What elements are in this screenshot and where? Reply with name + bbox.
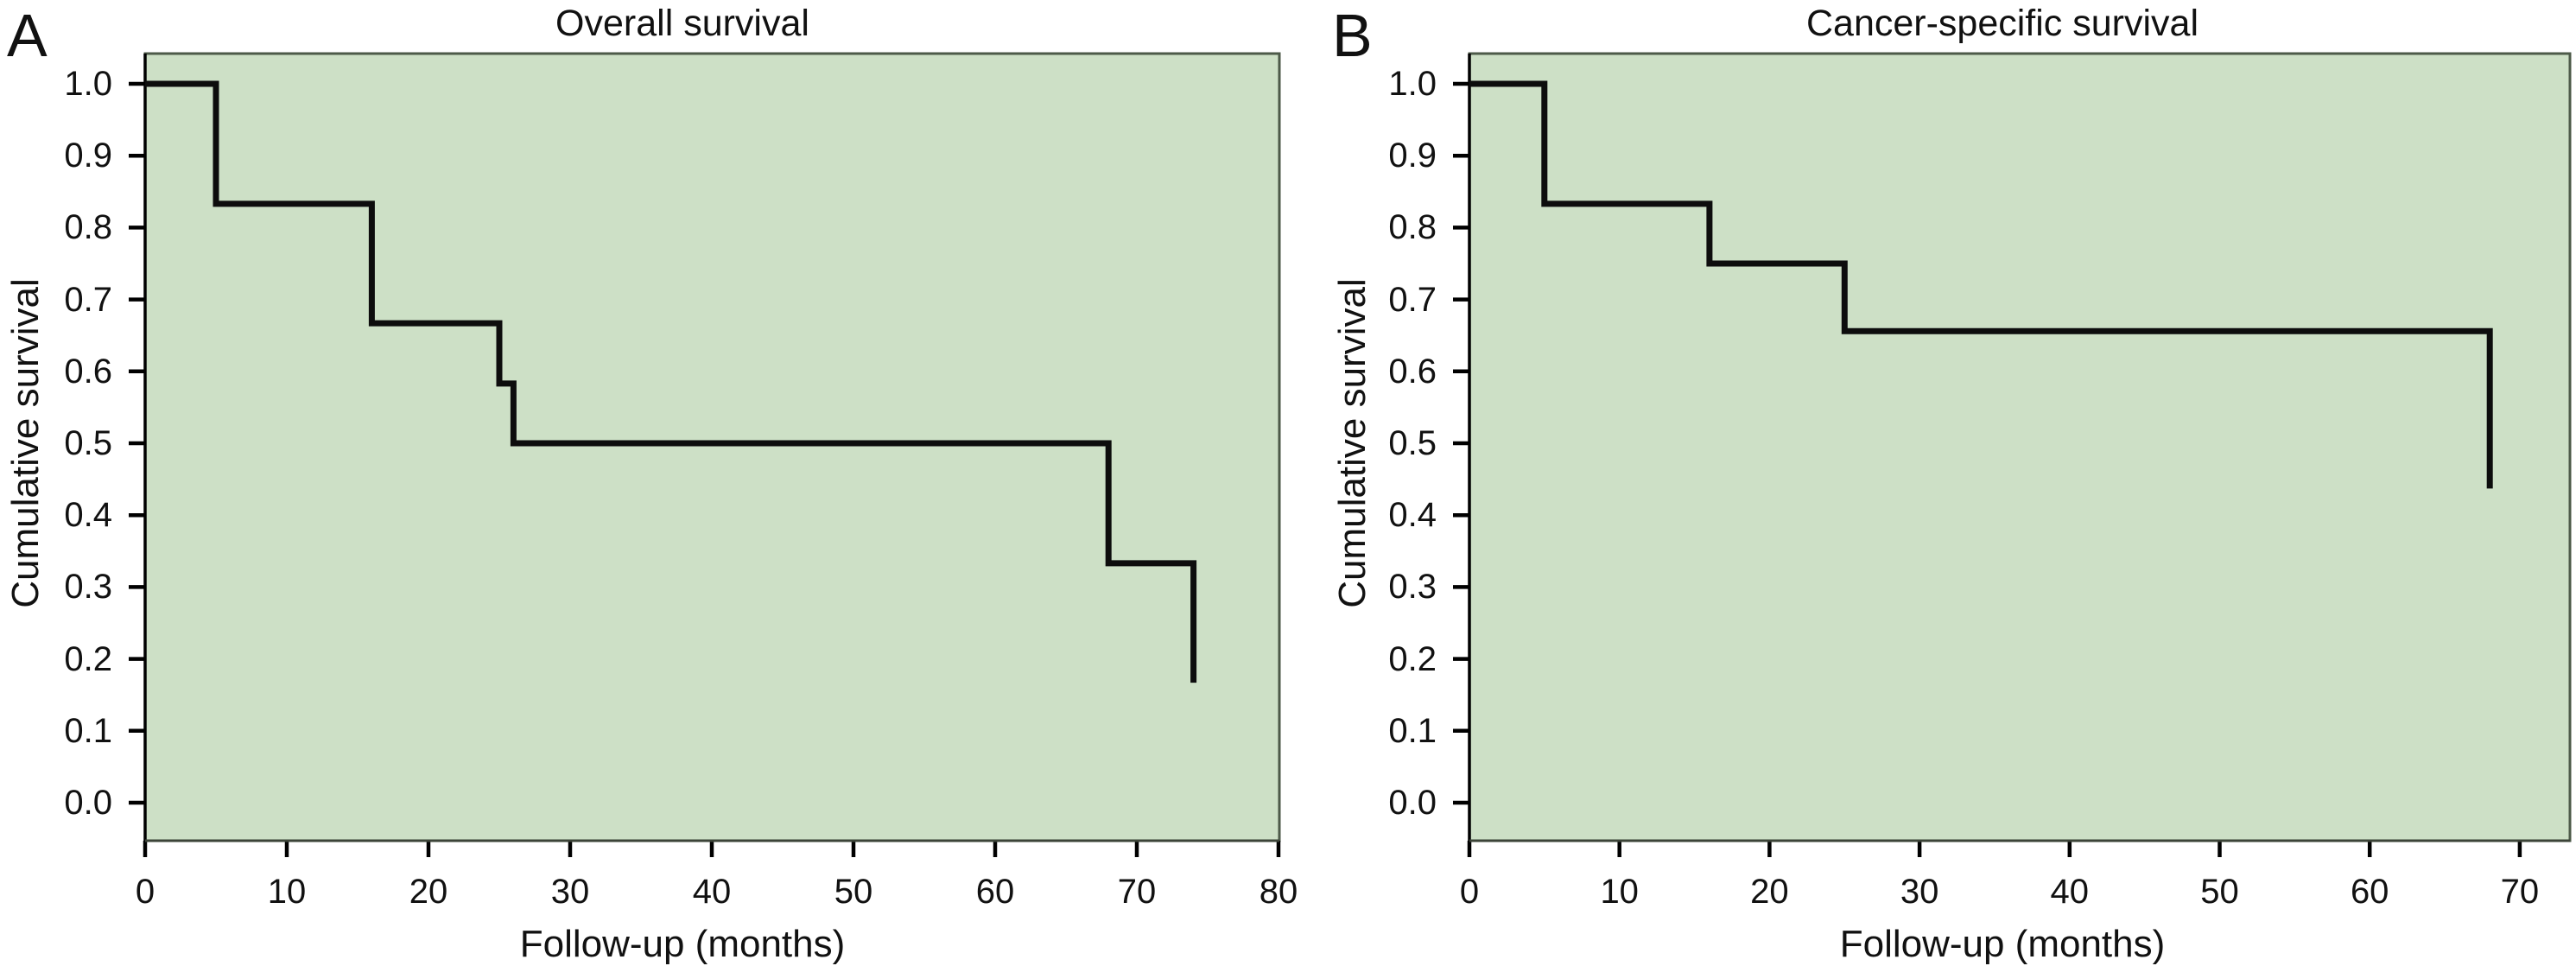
- x-tick-label-a: 60: [975, 873, 1015, 911]
- x-tick-label-a: 40: [692, 873, 732, 911]
- y-tick-label-a: 0.0: [64, 784, 112, 822]
- y-tick-label-b: 0.2: [1388, 639, 1437, 678]
- y-tick-label-a: 0.3: [64, 568, 112, 607]
- x-tick-label-a: 70: [1117, 873, 1157, 911]
- x-tick-label-a: 0: [135, 873, 155, 911]
- y-tick-label-a: 0.9: [64, 137, 112, 175]
- plot-area-b: [1468, 52, 2572, 842]
- y-tick-label-a: 0.5: [64, 424, 112, 462]
- km-curve-a: [145, 80, 1197, 683]
- y-tick-label-b: 0.4: [1388, 496, 1437, 535]
- x-tick-label-a: 50: [834, 873, 873, 911]
- x-tick-label-b: 30: [1900, 873, 1939, 911]
- x-axis-label-b: Follow-up (months): [1839, 923, 2166, 965]
- y-tick-label-a: 0.7: [64, 280, 112, 319]
- y-tick-label-b: 1.0: [1388, 65, 1437, 103]
- km-curve-b: [1469, 80, 2493, 489]
- x-tick-label-b: 50: [2200, 873, 2239, 911]
- x-tick-label-a: 20: [409, 873, 448, 911]
- x-tick-label-b: 20: [1750, 873, 1789, 911]
- x-tick-label-a: 10: [267, 873, 307, 911]
- y-tick-label-a: 1.0: [64, 65, 112, 103]
- panel-title-overall-survival: Overall survival: [555, 3, 809, 44]
- y-tick-label-a: 0.6: [64, 352, 112, 391]
- y-tick-label-b: 0.6: [1388, 352, 1437, 391]
- plot-area-a: [143, 52, 1281, 842]
- y-tick-label-a: 0.4: [64, 496, 112, 535]
- y-tick-label-b: 0.8: [1388, 208, 1437, 247]
- x-axis-label-a: Follow-up (months): [519, 923, 846, 965]
- y-tick-label-b: 0.9: [1388, 137, 1437, 175]
- x-tick-label-b: 10: [1600, 873, 1639, 911]
- y-tick-label-b: 0.1: [1388, 711, 1437, 750]
- y-tick-label-a: 0.1: [64, 711, 112, 750]
- y-tick-label-b: 0.5: [1388, 424, 1437, 462]
- x-tick-label-a: 80: [1259, 873, 1298, 911]
- y-tick-label-b: 0.3: [1388, 568, 1437, 607]
- x-tick-label-b: 40: [2050, 873, 2090, 911]
- x-tick-label-b: 60: [2350, 873, 2389, 911]
- y-tick-label-b: 0.0: [1388, 784, 1437, 822]
- x-tick-label-a: 30: [550, 873, 590, 911]
- panel-letter-b: B: [1332, 2, 1373, 69]
- y-tick-label-b: 0.7: [1388, 280, 1437, 319]
- y-tick-label-a: 0.8: [64, 208, 112, 247]
- x-tick-label-b: 70: [2500, 873, 2540, 911]
- y-tick-label-a: 0.2: [64, 639, 112, 678]
- panel-title-cancer-specific-survival: Cancer-specific survival: [1805, 3, 2199, 44]
- x-tick-label-b: 0: [1459, 873, 1480, 911]
- panel-letter-a: A: [7, 2, 48, 69]
